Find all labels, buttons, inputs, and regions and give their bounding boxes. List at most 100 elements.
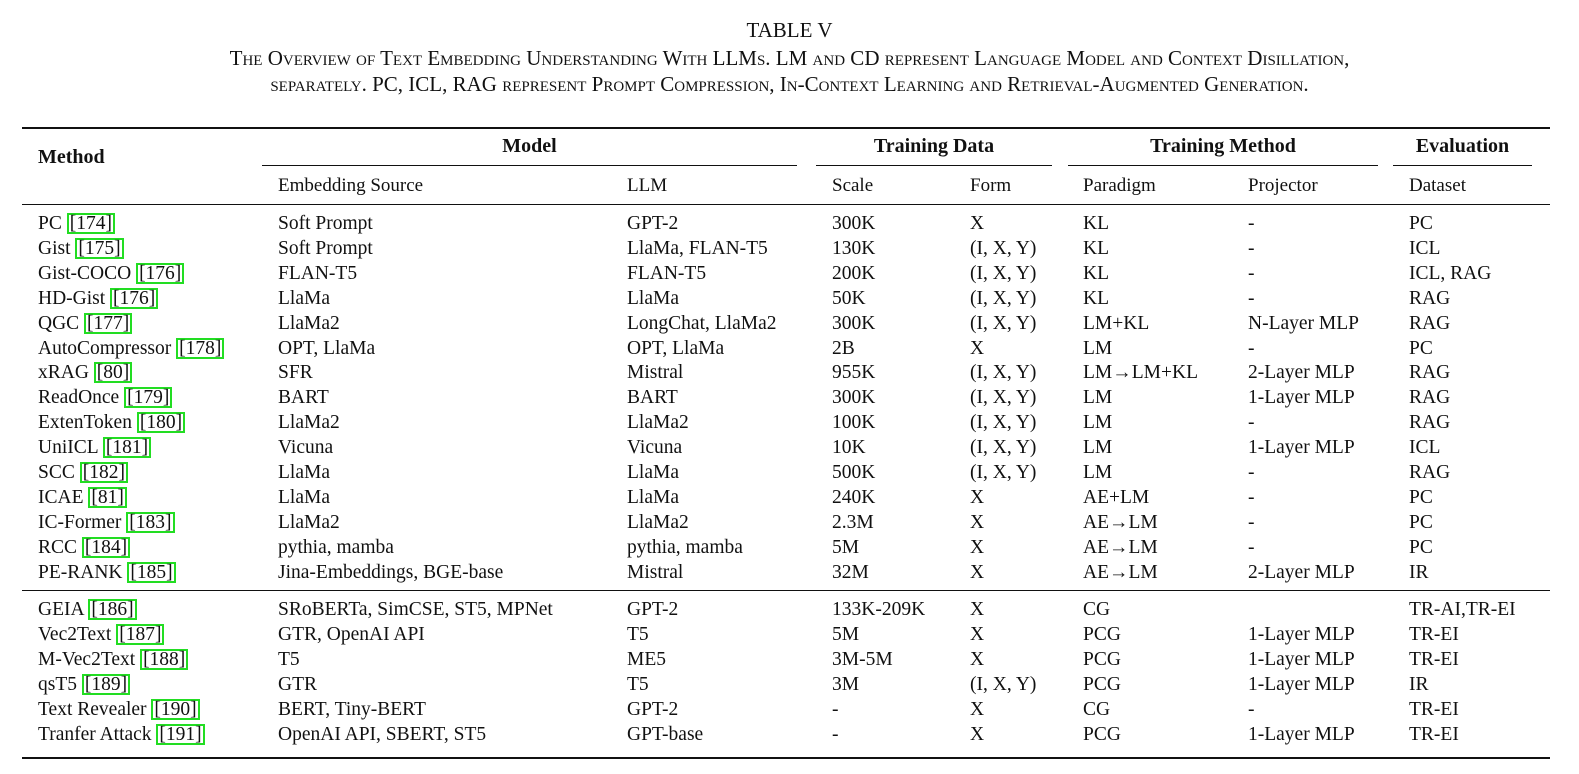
llm-cell: Vicuna — [627, 437, 683, 459]
citation-link[interactable]: [80] — [93, 362, 133, 384]
header-training-method: Training Method — [1150, 135, 1296, 157]
subheader-embedding-source: Embedding Source — [278, 175, 424, 196]
citation-link[interactable]: [175] — [75, 237, 124, 259]
citation-link[interactable]: [186] — [88, 599, 137, 620]
projector-cell: - — [1248, 486, 1255, 508]
citation-link[interactable]: [178] — [176, 337, 225, 359]
source-cell: FLAN-T5 — [278, 262, 358, 284]
method-cell: xRAG [80] — [38, 361, 133, 384]
form-cell: (I, X, Y) — [970, 362, 1037, 384]
scale-cell: 3M — [832, 673, 860, 695]
method-cell: ReadOnce [179] — [38, 386, 173, 409]
scale-cell: 2B — [832, 337, 855, 359]
method-cell: ICAE [81] — [38, 486, 127, 509]
scale-cell: 50K — [832, 287, 866, 309]
method-cell: QGC [177] — [38, 312, 133, 335]
citation-link[interactable]: [182] — [79, 462, 128, 483]
form-cell: (I, X, Y) — [970, 262, 1037, 284]
paradigm-cell: AE+LM — [1083, 486, 1150, 508]
source-cell: Soft Prompt — [278, 213, 373, 234]
llm-cell: pythia, mamba — [627, 536, 743, 558]
citation-link[interactable]: [176] — [136, 262, 185, 284]
dataset-cell: TR-EI — [1409, 698, 1459, 720]
dataset-cell: RAG — [1409, 362, 1451, 384]
citation-link[interactable]: [187] — [116, 623, 165, 645]
citation-link[interactable]: [184] — [81, 536, 131, 558]
dataset-cell: PC — [1409, 337, 1433, 359]
llm-cell: GPT-2 — [627, 213, 679, 234]
table-row: UniICL [181] Vicuna Vicuna 10K (I, X, Y) LM 1-… — [0, 436, 1579, 461]
source-cell: LlaMa2 — [278, 412, 340, 434]
table-row: M-Vec2Text [188] T5 ME5 3M-5M X PCG 1-Layer ML… — [0, 648, 1579, 673]
scale-cell: 200K — [832, 262, 876, 284]
method-cell: Gist-COCO [176] — [38, 262, 185, 285]
header-model: Model — [502, 135, 557, 157]
table-caption-line1: The Overview of Text Embedding Understan… — [229, 46, 1350, 70]
form-cell: (I, X, Y) — [970, 237, 1037, 259]
citation-link[interactable]: [81] — [88, 486, 127, 508]
method-name: ReadOnce — [38, 387, 125, 409]
dataset-cell: RAG — [1409, 312, 1451, 334]
table-row: Gist [175] Soft Prompt LlaMa, FLAN-T5 130K (… — [0, 237, 1579, 262]
citation-link[interactable]: [188] — [140, 648, 189, 670]
scale-cell: 5M — [832, 623, 860, 645]
table-row: ReadOnce [179] BART BART 300K (I, X, Y) LM 1-L… — [0, 386, 1579, 411]
form-cell: (I, X, Y) — [970, 387, 1037, 409]
llm-cell: LlaMa2 — [627, 412, 689, 434]
header-rule — [22, 204, 1550, 205]
llm-cell: LongChat, LlaMa2 — [627, 312, 777, 334]
source-cell: OpenAI API, SBERT, ST5 — [278, 723, 487, 745]
citation-link[interactable]: [190] — [151, 698, 200, 720]
scale-cell: 2.3M — [832, 511, 874, 533]
citation-link[interactable]: [191] — [156, 723, 205, 745]
method-cell: SCC [182] — [38, 461, 128, 484]
method-cell: IC-Former [183] — [38, 511, 175, 534]
paradigm-cell: AE→LM — [1083, 511, 1158, 533]
method-name: qsT5 — [38, 673, 82, 695]
paradigm-cell: LM — [1083, 462, 1113, 483]
projector-cell: - — [1248, 262, 1255, 284]
citation-link[interactable]: [177] — [84, 312, 133, 334]
projector-cell: 1-Layer MLP — [1248, 673, 1355, 695]
method-name: AutoCompressor — [38, 337, 177, 359]
projector-cell: N-Layer MLP — [1248, 312, 1360, 334]
citation-link[interactable]: [176] — [110, 287, 159, 309]
scale-cell: 10K — [832, 437, 866, 459]
paradigm-cell: LM→LM+KL — [1083, 362, 1198, 384]
citation-link[interactable]: [181] — [102, 437, 152, 459]
citation-link[interactable]: [189] — [81, 673, 131, 695]
method-name: IC-Former — [38, 511, 127, 533]
projector-cell: - — [1248, 511, 1255, 533]
source-cell: LlaMa2 — [278, 511, 340, 533]
table-row: qsT5 [189] GTR T5 3M (I, X, Y) PCG 1-Layer MLP… — [0, 673, 1579, 698]
citation-link[interactable]: [179] — [124, 387, 173, 409]
citation-link[interactable]: [174] — [66, 213, 115, 234]
subheader-scale: Scale — [832, 175, 874, 196]
dataset-cell: PC — [1409, 486, 1433, 508]
source-cell: LlaMa — [278, 462, 330, 483]
dataset-cell: IR — [1409, 561, 1429, 583]
projector-cell: - — [1248, 213, 1255, 234]
dataset-cell: TR-EI — [1409, 623, 1459, 645]
projector-cell: - — [1248, 698, 1255, 720]
model-cmidrule — [262, 165, 797, 166]
source-cell: SFR — [278, 362, 313, 384]
citation-link[interactable]: [183] — [126, 511, 175, 533]
training-method-cmidrule — [1068, 165, 1378, 166]
subheader-dataset: Dataset — [1409, 175, 1466, 196]
method-cell: Vec2Text [187] — [38, 623, 165, 646]
citation-link[interactable]: [180] — [136, 412, 186, 434]
citation-link[interactable]: [185] — [127, 561, 176, 583]
llm-cell: LlaMa, FLAN-T5 — [627, 237, 768, 259]
form-cell: X — [970, 511, 985, 533]
projector-cell: - — [1248, 462, 1255, 483]
group-separator-rule — [22, 590, 1550, 591]
paradigm-cell: PCG — [1083, 648, 1121, 670]
method-name: UniICL — [38, 437, 103, 459]
llm-cell: T5 — [627, 623, 649, 645]
method-name: xRAG — [38, 362, 94, 384]
source-cell: pythia, mamba — [278, 536, 394, 558]
projector-cell: 1-Layer MLP — [1248, 723, 1355, 745]
scale-cell: 300K — [832, 387, 876, 409]
llm-cell: OPT, LlaMa — [627, 337, 725, 359]
